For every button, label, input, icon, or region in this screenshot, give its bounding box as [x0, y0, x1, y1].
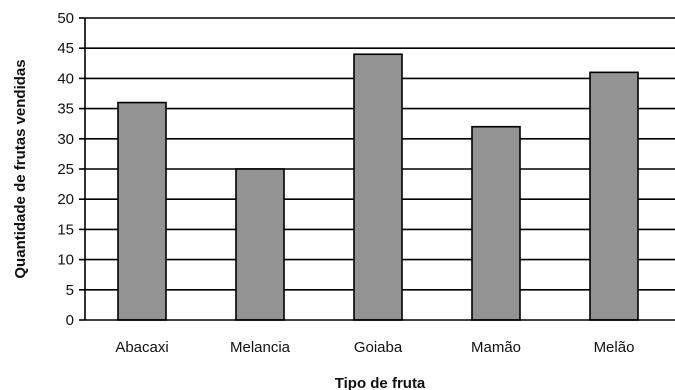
y-tick-label: 40: [57, 70, 74, 87]
y-axis-title: Quantidade de frutas vendidas: [12, 59, 29, 278]
bar: [118, 103, 166, 320]
x-tick-label: Melão: [594, 339, 635, 356]
y-tick-label: 35: [57, 101, 74, 118]
y-tick-label: 25: [57, 161, 74, 178]
x-axis-title: Tipo de fruta: [335, 375, 426, 390]
bar: [236, 169, 284, 320]
y-tick-label: 5: [66, 282, 74, 299]
y-tick-label: 30: [57, 131, 74, 148]
y-tick-label: 0: [66, 312, 74, 329]
y-tick-label: 50: [57, 10, 74, 27]
x-tick-label: Melancia: [230, 339, 291, 356]
y-tick-label: 20: [57, 191, 74, 208]
x-tick-label: Abacaxi: [115, 339, 168, 356]
y-tick-label: 10: [57, 252, 74, 269]
y-tick-label: 45: [57, 40, 74, 57]
y-tick-labels: 0 5 10 15 20 25 30 35 40 45 50: [57, 10, 74, 329]
bar: [472, 127, 520, 320]
bar: [590, 72, 638, 320]
bar: [354, 54, 402, 320]
x-tick-label: Mamão: [471, 339, 521, 356]
x-tick-label: Goiaba: [354, 339, 403, 356]
bars: [118, 54, 638, 320]
x-tick-labels: Abacaxi Melancia Goiaba Mamão Melão: [115, 339, 634, 356]
y-tick-label: 15: [57, 221, 74, 238]
